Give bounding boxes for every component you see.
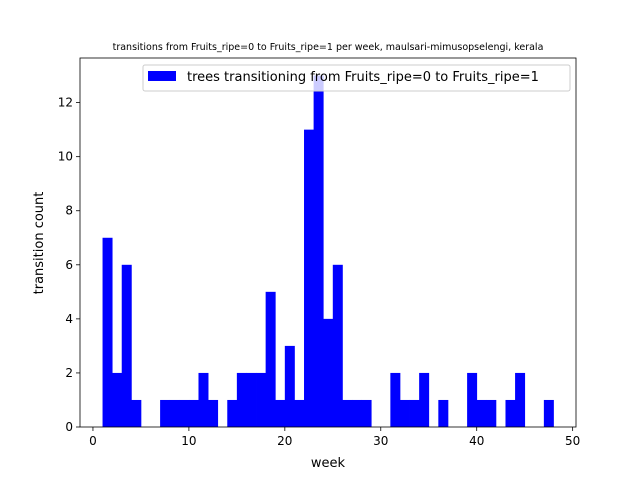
y-axis-ticks: 0 2 4 6 8 10 12 <box>58 96 80 434</box>
bar <box>246 372 257 427</box>
bar <box>486 399 497 427</box>
legend-entry-label: trees transitioning from Fruits_ripe=0 t… <box>187 70 539 85</box>
x-tick-label: 10 <box>181 434 196 448</box>
bar <box>275 399 286 427</box>
chart-title: transitions from Fruits_ripe=0 to Fruits… <box>113 42 544 53</box>
bar <box>361 399 372 427</box>
bar <box>467 372 478 427</box>
bar <box>227 399 238 427</box>
bar <box>313 75 324 428</box>
legend: trees transitioning from Fruits_ripe=0 t… <box>142 64 571 92</box>
y-tick-label: 0 <box>65 420 73 434</box>
bar <box>208 399 219 427</box>
bars-group <box>102 75 554 428</box>
x-tick-label: 0 <box>89 434 97 448</box>
bar <box>351 399 362 427</box>
y-axis-label: transition count <box>32 192 47 295</box>
bar <box>236 372 247 427</box>
bar <box>342 399 353 427</box>
x-tick-label: 50 <box>565 434 580 448</box>
bar <box>179 399 190 427</box>
bar <box>476 399 487 427</box>
bar <box>265 291 276 427</box>
bar <box>112 372 123 427</box>
bar <box>438 399 449 427</box>
bar <box>304 129 315 427</box>
bar <box>121 264 132 427</box>
bar <box>332 264 343 427</box>
x-tick-label: 30 <box>373 434 388 448</box>
bar <box>102 237 113 427</box>
legend-swatch <box>148 71 176 81</box>
y-tick-label: 6 <box>65 258 73 272</box>
bar <box>515 372 526 427</box>
bar <box>419 372 430 427</box>
y-tick-label: 8 <box>65 204 73 218</box>
x-axis-ticks: 0 10 20 30 40 50 <box>89 427 580 448</box>
x-tick-label: 40 <box>469 434 484 448</box>
bar <box>543 399 554 427</box>
bar <box>188 399 199 427</box>
bar <box>399 399 410 427</box>
bar <box>294 399 305 427</box>
plot-frame <box>79 57 577 428</box>
bar <box>505 399 516 427</box>
bar <box>131 399 142 427</box>
bar <box>284 345 295 427</box>
bar <box>256 372 267 427</box>
y-tick-label: 12 <box>58 96 73 110</box>
bar <box>198 372 209 427</box>
bar <box>169 399 180 427</box>
x-axis-label: week <box>311 456 346 471</box>
bar <box>160 399 171 427</box>
bar <box>390 372 401 427</box>
x-tick-label: 20 <box>277 434 292 448</box>
y-tick-label: 2 <box>65 366 73 380</box>
bar <box>409 399 420 427</box>
legend-box <box>142 64 571 92</box>
bar <box>323 318 334 427</box>
y-tick-label: 10 <box>58 150 73 164</box>
y-tick-label: 4 <box>65 312 73 326</box>
